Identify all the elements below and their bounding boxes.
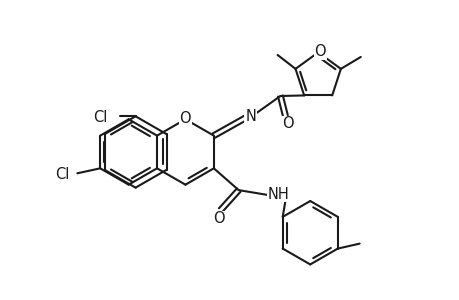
Text: O: O [213, 212, 224, 226]
Text: O: O [179, 111, 191, 126]
Text: O: O [282, 116, 294, 131]
Text: Cl: Cl [55, 167, 69, 182]
Text: NH: NH [267, 187, 289, 202]
Text: N: N [245, 109, 256, 124]
Text: Cl: Cl [93, 110, 107, 125]
Text: O: O [313, 44, 325, 59]
